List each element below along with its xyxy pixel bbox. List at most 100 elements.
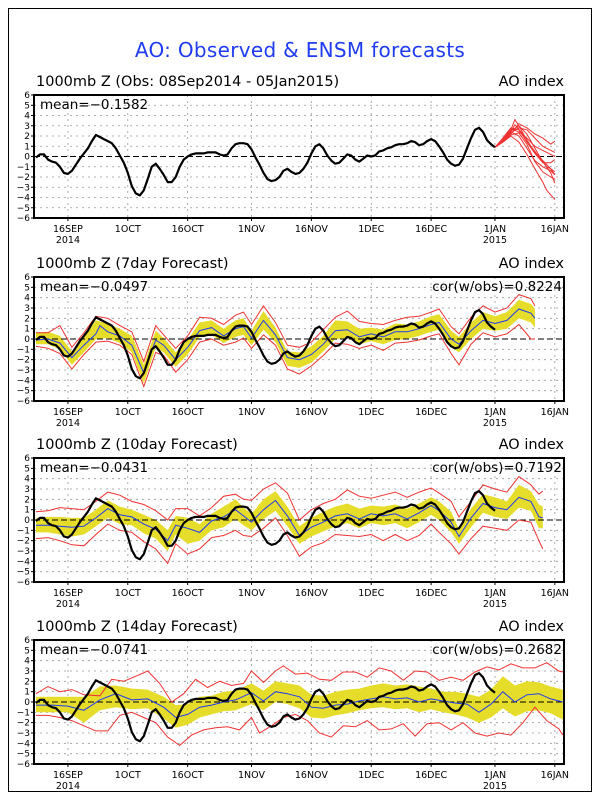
y-tick-label: 5 (24, 283, 30, 293)
y-tick-label: 6 (24, 273, 30, 283)
panel-right-title: AO index (499, 619, 565, 635)
ensemble-mean-line (36, 691, 563, 719)
x-tick-label: 1DEC (358, 407, 384, 418)
y-tick-label: 6 (24, 636, 30, 646)
x-tick-label: 16JAN (541, 407, 569, 418)
y-tick-label: 2 (24, 495, 30, 505)
panel-right-title: AO index (499, 256, 565, 272)
x-tick-year-label: 2014 (56, 418, 80, 429)
y-tick-label: −1 (17, 708, 30, 718)
x-tick-label: 16SEP (53, 770, 83, 781)
ensemble-max-line (36, 294, 536, 364)
x-tick-year-label: 2014 (56, 235, 80, 246)
x-tick-year-label: 2015 (483, 781, 507, 792)
x-tick-label: 1NOV (238, 407, 265, 418)
y-tick-label: 4 (24, 475, 30, 485)
mean-label: mean=−0.0497 (40, 279, 148, 295)
ensemble-member-line (494, 123, 556, 148)
y-tick-label: −5 (17, 750, 30, 760)
ensemble-member-line (494, 128, 556, 157)
y-tick-label: −1 (17, 526, 30, 536)
x-tick-label: 1NOV (238, 224, 265, 235)
y-tick-label: 3 (24, 122, 30, 132)
x-tick-label: 16JAN (541, 588, 569, 599)
correlation-label: cor(w/obs)=0.8224 (432, 279, 562, 295)
y-tick-label: 5 (24, 101, 30, 111)
y-tick-label: −5 (17, 568, 30, 578)
x-tick-label: 1NOV (238, 588, 265, 599)
ensemble-max-line (35, 662, 563, 703)
x-tick-label: 1JAN (484, 770, 506, 781)
correlation-label: cor(w/obs)=0.7192 (432, 460, 562, 476)
y-tick-label: 2 (24, 314, 30, 324)
y-tick-label: −3 (17, 183, 30, 193)
figure-border (8, 8, 592, 792)
x-tick-year-label: 2015 (483, 599, 507, 610)
x-tick-label: 16JAN (541, 224, 569, 235)
y-tick-label: −6 (17, 760, 31, 770)
y-tick-label: −6 (17, 397, 31, 407)
y-tick-label: 2 (24, 677, 30, 687)
observed-line (35, 126, 496, 197)
y-tick-label: 0 (24, 335, 30, 345)
x-tick-label: 16JAN (541, 770, 569, 781)
x-tick-label: 16NOV (295, 588, 329, 599)
x-tick-label: 16DEC (415, 407, 447, 418)
x-tick-label: 1DEC (358, 770, 384, 781)
x-tick-label: 16OCT (172, 770, 204, 781)
y-tick-label: −2 (17, 173, 30, 183)
x-tick-year-label: 2015 (483, 418, 507, 429)
figure-title: AO: Observed & ENSM forecasts (134, 38, 466, 62)
y-tick-label: −2 (17, 356, 30, 366)
y-tick-label: 1 (24, 325, 30, 335)
y-tick-label: −4 (17, 557, 31, 567)
ensemble-member-line (494, 131, 556, 176)
panel-2: 1000mb Z (7day Forecast) AO index6543210−… (17, 256, 569, 429)
x-tick-label: 16OCT (172, 588, 204, 599)
x-tick-year-label: 2014 (56, 599, 80, 610)
y-tick-label: −3 (17, 547, 30, 557)
x-tick-label: 16DEC (415, 588, 447, 599)
y-tick-label: −5 (17, 204, 30, 214)
y-tick-label: 4 (24, 657, 30, 667)
panel-4: 1000mb Z (14day Forecast) AO index 6543210… (17, 619, 569, 792)
ensemble-min-line (35, 323, 535, 388)
y-tick-label: 5 (24, 646, 30, 656)
x-tick-label: 1JAN (484, 588, 506, 599)
x-tick-label: 16NOV (295, 224, 329, 235)
observed-line (35, 309, 496, 380)
y-tick-label: 6 (24, 91, 30, 101)
ensemble-member-line (494, 125, 556, 184)
panel-title: 1000mb Z (14day Forecast) (36, 619, 238, 635)
y-tick-label: 2 (24, 132, 30, 142)
y-tick-label: −6 (17, 578, 31, 588)
y-tick-label: −4 (17, 739, 31, 749)
x-tick-label: 16DEC (415, 770, 447, 781)
y-tick-label: −4 (17, 376, 31, 386)
mean-label: mean=−0.1582 (40, 97, 148, 113)
y-tick-label: 4 (24, 294, 30, 304)
mean-label: mean=−0.0741 (40, 642, 148, 658)
panel-1: 1000mb Z (Obs: 08Sep2014 - 05Jan2015) AO … (17, 74, 569, 246)
y-tick-label: −2 (17, 537, 30, 547)
observed-line (35, 490, 496, 561)
panel-right-title: AO index (499, 437, 565, 453)
x-tick-label: 16SEP (53, 224, 83, 235)
y-tick-label: 1 (24, 506, 30, 516)
x-tick-label: 16NOV (295, 770, 329, 781)
ensemble-member-line (494, 127, 556, 164)
spread-band (36, 484, 543, 551)
x-tick-label: 1OCT (115, 770, 141, 781)
y-tick-label: 0 (24, 516, 30, 526)
x-tick-year-label: 2014 (56, 781, 80, 792)
x-tick-label: 1OCT (115, 407, 141, 418)
ensemble-mean-line (35, 308, 536, 375)
ensemble-mean-line (36, 496, 543, 542)
y-tick-label: 6 (24, 454, 30, 464)
panel-right-title: AO index (499, 74, 565, 90)
x-tick-label: 16OCT (172, 224, 204, 235)
panel-title: 1000mb Z (10day Forecast) (36, 437, 238, 453)
panel-3: 1000mb Z (10day Forecast) AO index 6543210… (17, 437, 569, 610)
correlation-label: cor(w/obs)=0.2682 (432, 642, 562, 658)
